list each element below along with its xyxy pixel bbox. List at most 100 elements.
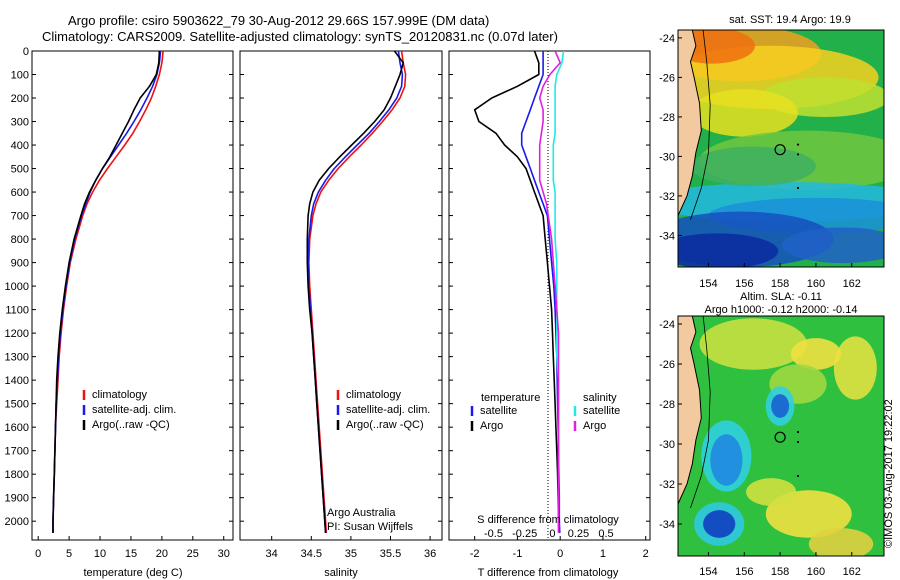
- sla-color-patch: [710, 434, 743, 486]
- argo-float-marker: [774, 144, 786, 156]
- sla-color-patch: [808, 528, 874, 556]
- salinity-axes-frame: [239, 50, 443, 541]
- map-x-tick-label: 162: [843, 278, 861, 290]
- y-tick-label: 1500: [5, 399, 29, 411]
- sla-map-frame: [677, 315, 885, 557]
- difference-panel: -2 -1 0 1 2 S difference from climatology -0…: [448, 50, 651, 579]
- y-tick-label: 1100: [5, 305, 29, 317]
- sst-map-panel: sat. SST: 19.4 Argo: 19.9 154 156 158 160 16…: [659, 14, 885, 290]
- y-tick-label: 1200: [5, 328, 29, 340]
- isobath-line: [690, 30, 711, 220]
- y-tick-label: 1400: [5, 375, 29, 387]
- y-tick-label: 1000: [5, 281, 29, 293]
- x-tick-label: 36: [424, 548, 436, 560]
- x-tick-label: -2: [470, 548, 480, 560]
- sla-map-title-1: Altim. SLA: -0.11: [740, 291, 822, 303]
- salinity-panel: 34 34.5 35 35.5 36 salinity climatology satel…: [239, 50, 443, 579]
- sla-color-patch: [833, 336, 877, 400]
- t-difference-label: T difference from climatology: [478, 567, 619, 579]
- x-tick-label: 34: [266, 548, 278, 560]
- y-tick-label: 800: [11, 234, 29, 246]
- series-line-t-argo: [473, 51, 560, 533]
- legend-title-temperature: temperature: [481, 392, 540, 404]
- legend-label: satellite: [480, 405, 517, 417]
- figure-title-line1: Argo profile: csiro 5903622_79 30-Aug-20…: [68, 13, 490, 28]
- sst-color-patch: [690, 146, 816, 187]
- y-tick-label: 600: [11, 187, 29, 199]
- y-tick-label: 1300: [5, 352, 29, 364]
- map-x-tick-label: 154: [699, 278, 717, 290]
- x-tick-label: 35: [345, 548, 357, 560]
- sla-color-patch: [771, 394, 790, 418]
- legend-label: Argo(..raw -QC): [92, 419, 170, 431]
- y-tick-label: 2000: [5, 516, 29, 528]
- sst-color-patch: [690, 89, 798, 137]
- isobath-line: [690, 316, 711, 509]
- x-tick-label: 35.5: [380, 548, 401, 560]
- x-tick-label: 25: [187, 548, 199, 560]
- y-tick-label: 500: [11, 164, 29, 176]
- y-tick-label: 400: [11, 140, 29, 152]
- map-y-tick-label: -32: [659, 479, 675, 491]
- difference-axes-frame: [448, 50, 651, 541]
- map-y-tick-label: -32: [659, 191, 675, 203]
- map-y-tick-label: -30: [659, 151, 675, 163]
- temperature-axes-frame: [31, 50, 234, 541]
- y-tick-label: 200: [11, 93, 29, 105]
- series-line-satellite: [52, 51, 162, 533]
- y-tick-label: 900: [11, 258, 29, 270]
- legend-label: climatology: [92, 389, 148, 401]
- map-y-tick-label: -24: [659, 33, 675, 45]
- argo-float-marker: [774, 431, 786, 443]
- salinity-xlabel: salinity: [324, 567, 358, 579]
- legend-label: satellite: [583, 405, 620, 417]
- sla-color-patch: [790, 338, 841, 370]
- legend-label: satellite-adj. clim.: [346, 404, 430, 416]
- nearby-float-dot: [796, 143, 800, 146]
- credit-argo-australia: Argo Australia: [327, 507, 396, 519]
- temperature-panel: 0100200300400500600700800900100011001200…: [5, 46, 234, 579]
- temperature-xlabel: temperature (deg C): [83, 567, 182, 579]
- sst-color-patch: [781, 227, 884, 264]
- x-tick-label: 0: [35, 548, 41, 560]
- map-x-tick-label: 160: [807, 278, 825, 290]
- x-tick-label: 34.5: [301, 548, 322, 560]
- credit-pi: PI: Susan Wijffels: [327, 521, 413, 533]
- nearby-float-dot: [796, 430, 800, 434]
- sst-map-title: sat. SST: 19.4 Argo: 19.9: [729, 14, 851, 26]
- nearby-float-dot: [796, 153, 800, 156]
- y-tick-label: 1800: [5, 469, 29, 481]
- map-y-tick-label: -34: [659, 230, 675, 242]
- y-tick-label: 1900: [5, 493, 29, 505]
- y-tick-label: 100: [11, 70, 29, 82]
- legend-label: Argo: [583, 420, 606, 432]
- sst-map-frame: [677, 29, 885, 268]
- series-line-climatology: [52, 51, 164, 533]
- sst-color-patch: [678, 233, 779, 267]
- x-tick-label: 5: [66, 548, 72, 560]
- map-x-tick-label: 162: [843, 566, 861, 578]
- sla-color-patch: [699, 318, 807, 370]
- sla-color-patch: [746, 478, 797, 506]
- sla-map-title-2: Argo h1000: -0.12 h2000: -0.14: [705, 304, 858, 316]
- map-x-tick-label: 158: [771, 278, 789, 290]
- series-line-argo: [306, 51, 405, 533]
- sla-color-patch: [703, 510, 736, 538]
- y-tick-label: 0: [23, 46, 29, 58]
- map-x-tick-label: 160: [807, 566, 825, 578]
- y-tick-label: 1700: [5, 446, 29, 458]
- sst-color-patch: [678, 30, 755, 64]
- legend-label: climatology: [346, 389, 402, 401]
- sla-map-panel: Altim. SLA: -0.11 Argo h1000: -0.12 h200…: [659, 291, 885, 578]
- map-y-tick-label: -24: [659, 319, 675, 331]
- series-line-t-satellite: [520, 51, 561, 533]
- series-line-s-argo: [538, 51, 562, 533]
- x-tick-label: 20: [156, 548, 168, 560]
- map-y-tick-label: -26: [659, 359, 675, 371]
- legend-label: Argo: [480, 420, 503, 432]
- map-y-tick-label: -26: [659, 72, 675, 84]
- map-y-tick-label: -34: [659, 519, 675, 531]
- map-y-tick-label: -28: [659, 112, 675, 124]
- map-x-tick-label: 156: [735, 278, 753, 290]
